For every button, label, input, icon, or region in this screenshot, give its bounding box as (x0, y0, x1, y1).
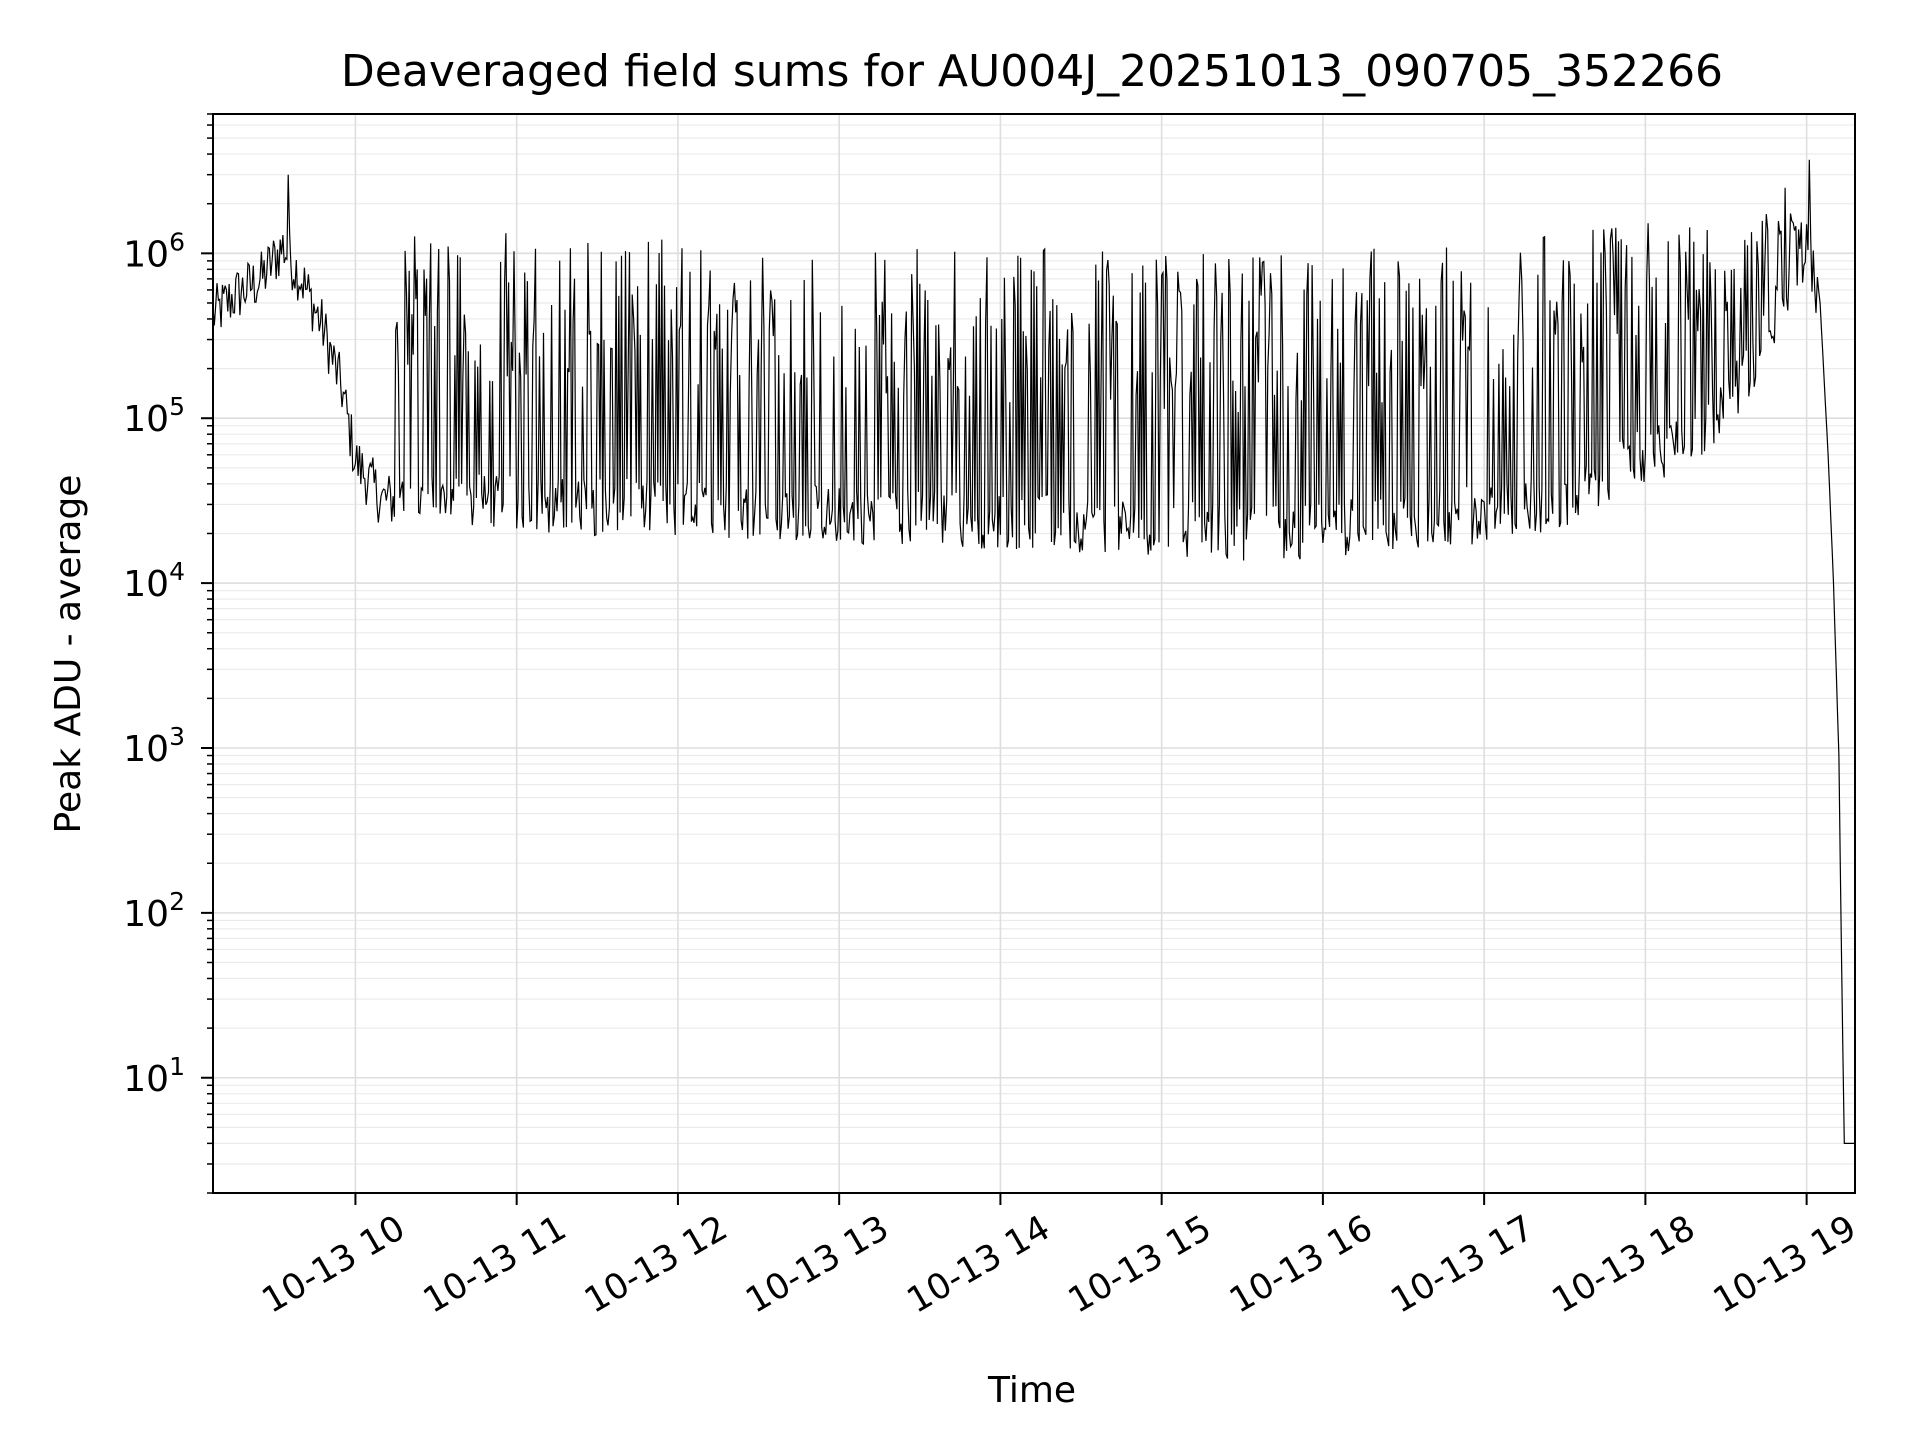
y-tick-exponent: 3 (169, 722, 185, 751)
y-tick-label: 104 (123, 557, 185, 605)
y-tick-label: 101 (123, 1052, 185, 1100)
y-tick-base: 10 (123, 564, 169, 605)
series-line (212, 159, 1855, 1144)
y-tick-exponent: 2 (169, 887, 185, 916)
y-tick-exponent: 6 (169, 227, 185, 256)
y-tick-base: 10 (123, 729, 169, 770)
y-tick-base: 10 (123, 399, 169, 440)
y-tick-base: 10 (123, 1059, 169, 1100)
y-tick-exponent: 5 (169, 392, 185, 421)
y-axis-label: Peak ADU - average (48, 475, 89, 834)
y-tick-exponent: 1 (169, 1052, 185, 1081)
grid-minor (213, 113, 1855, 1194)
y-tick-base: 10 (123, 894, 169, 935)
chart-title: Deaveraged field sums for AU004J_2025101… (341, 46, 1723, 97)
y-tick-label: 102 (123, 887, 185, 935)
y-tick-label: 106 (123, 227, 185, 275)
y-tick-label: 103 (123, 722, 185, 770)
y-tick-label: 105 (123, 392, 185, 440)
data-series (212, 159, 1855, 1144)
y-tick-base: 10 (123, 234, 169, 275)
plot-frame (212, 113, 1856, 1194)
x-axis-label: Time (987, 1370, 1076, 1411)
y-tick-exponent: 4 (169, 557, 185, 586)
